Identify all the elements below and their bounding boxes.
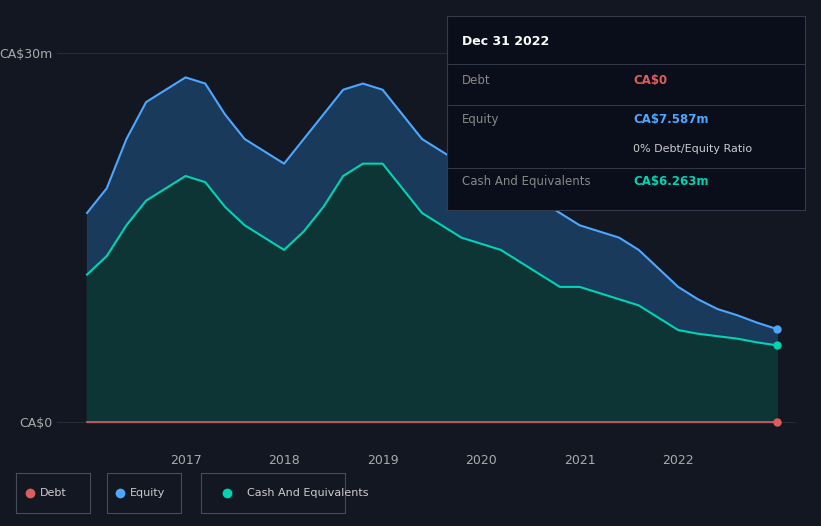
Text: Dec 31 2022: Dec 31 2022 <box>461 35 549 48</box>
Text: Equity: Equity <box>461 113 499 126</box>
Text: Cash And Equivalents: Cash And Equivalents <box>247 488 369 498</box>
Text: CA$6.263m: CA$6.263m <box>633 175 709 188</box>
Text: 0% Debt/Equity Ratio: 0% Debt/Equity Ratio <box>633 144 752 154</box>
Text: Debt: Debt <box>461 74 490 87</box>
Text: CA$7.587m: CA$7.587m <box>633 113 709 126</box>
Text: Equity: Equity <box>131 488 166 498</box>
Text: CA$0: CA$0 <box>633 74 667 87</box>
Text: Debt: Debt <box>40 488 67 498</box>
Text: Cash And Equivalents: Cash And Equivalents <box>461 175 590 188</box>
